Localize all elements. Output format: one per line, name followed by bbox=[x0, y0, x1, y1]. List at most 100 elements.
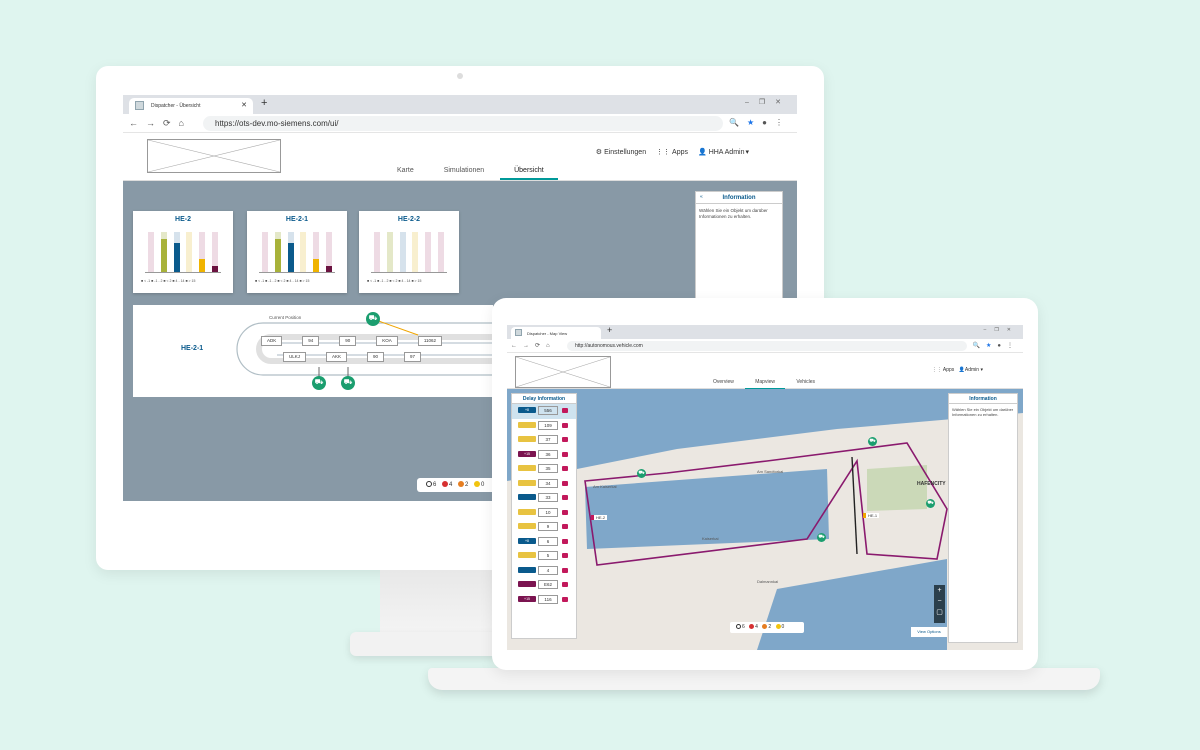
information-title: Information bbox=[949, 394, 1017, 404]
stops-top: ADK 94 90 KOA 11062 bbox=[261, 336, 493, 346]
bar-fill bbox=[274, 239, 281, 272]
apps-link[interactable]: Apps bbox=[942, 367, 955, 373]
nav-buttons[interactable]: ←→⟳⌂ bbox=[129, 118, 192, 128]
bus-icon[interactable]: ⛟ bbox=[868, 437, 877, 446]
delay-value: 116 bbox=[538, 594, 558, 604]
delay-row[interactable]: 109 bbox=[512, 419, 576, 434]
vehicle-icon[interactable]: ⛟ bbox=[341, 376, 355, 390]
user-icon: 👤 bbox=[958, 367, 965, 373]
bus-icon[interactable]: ⛟ bbox=[926, 499, 935, 508]
stop-box[interactable]: 94 bbox=[302, 336, 320, 346]
favicon-icon bbox=[515, 329, 522, 336]
tab-mapview[interactable]: Mapview bbox=[745, 378, 785, 389]
gear-icon[interactable]: ⚙ bbox=[595, 149, 603, 156]
vehicle-icon[interactable]: ⛟ bbox=[312, 376, 326, 390]
status-count: 4 bbox=[755, 624, 758, 630]
delay-row[interactable]: +8 6 bbox=[512, 535, 576, 550]
stop-box[interactable]: 11062 bbox=[417, 336, 442, 346]
stop-box[interactable]: ADK bbox=[261, 336, 283, 346]
line-card-he-2-2[interactable]: HE-2-2 ■ < -1 ■ -1 - 2 ■ < 2 ■ 4 - 14 ■ … bbox=[359, 211, 459, 293]
view-options-button[interactable]: View Options bbox=[911, 627, 947, 637]
delay-marker-icon bbox=[562, 495, 568, 500]
zoom-in-icon[interactable]: + bbox=[937, 587, 942, 594]
browser-tab[interactable]: Dispatcher - Übersicht ✕ bbox=[129, 98, 253, 114]
bus-icon[interactable]: ⛟ bbox=[637, 469, 646, 478]
stop-box[interactable]: 97 bbox=[404, 352, 422, 362]
tab-uebersicht[interactable]: Übersicht bbox=[500, 165, 558, 180]
tab-overview[interactable]: Overview bbox=[713, 379, 734, 385]
browser-tab[interactable]: Dispatcher - Map View bbox=[511, 327, 601, 339]
delay-row[interactable]: 5 bbox=[512, 549, 576, 564]
status-yellow-icon bbox=[775, 624, 781, 629]
window-controls[interactable]: –❐✕ bbox=[744, 99, 791, 106]
stop-box[interactable]: 90 bbox=[367, 352, 385, 362]
status-count: 6 bbox=[742, 624, 745, 630]
map-canvas[interactable] bbox=[507, 389, 1023, 650]
line-card-he-2[interactable]: HE-2 ■ < -1 ■ -1 - 2 ■ < 2 ■ 4 - 14 ■ > … bbox=[133, 211, 233, 293]
delay-row[interactable]: 34 bbox=[512, 477, 576, 492]
window-controls[interactable]: –❐✕ bbox=[983, 327, 1019, 333]
tab-karte[interactable]: Karte bbox=[397, 167, 414, 174]
delay-marker-icon bbox=[562, 524, 568, 529]
tab-vehicles[interactable]: Vehicles bbox=[796, 379, 815, 385]
line-marker-he-1[interactable]: HE-1 bbox=[863, 513, 880, 518]
apps-grid-icon[interactable]: ⋮⋮ bbox=[931, 367, 942, 373]
delay-tag bbox=[518, 581, 536, 587]
delay-row[interactable]: 9 bbox=[512, 520, 576, 535]
delay-tag: +15 bbox=[518, 450, 536, 457]
stop-box[interactable]: ULKJ bbox=[283, 352, 307, 362]
delay-value: E62 bbox=[538, 580, 558, 589]
delay-tag bbox=[518, 566, 536, 573]
address-icons[interactable]: 🔍★●⋮ bbox=[729, 118, 791, 127]
bar-fill bbox=[198, 259, 205, 272]
stop-box[interactable]: KOA bbox=[376, 336, 398, 346]
delay-row[interactable]: +15 36 bbox=[512, 448, 576, 463]
delay-row[interactable]: E62 bbox=[512, 578, 576, 593]
zoom-out-icon[interactable]: − bbox=[937, 598, 942, 605]
map-view[interactable]: Am Sandtorkai Am Kaiserkai Kaiserkai Dal… bbox=[507, 389, 1023, 650]
tab-simulationen[interactable]: Simulationen bbox=[443, 167, 485, 174]
tab-title: Dispatcher - Übersicht bbox=[151, 103, 201, 109]
delay-row[interactable]: +8 556 bbox=[512, 404, 576, 419]
url-field[interactable]: http://autonomous.vehicle.com bbox=[567, 341, 967, 351]
delay-marker-icon bbox=[562, 437, 568, 442]
delay-row[interactable]: 33 bbox=[512, 491, 576, 506]
information-title: Information bbox=[722, 195, 756, 201]
status-neutral-icon bbox=[736, 624, 741, 629]
user-menu[interactable]: HHA Admin bbox=[708, 149, 745, 156]
street-label: Kaiserkai bbox=[702, 536, 719, 541]
stop-box[interactable]: AKK bbox=[326, 352, 348, 362]
bar-fill bbox=[325, 265, 332, 272]
address-icons[interactable]: 🔍★●⋮ bbox=[972, 343, 1019, 349]
status-orange-icon bbox=[762, 624, 768, 629]
user-menu[interactable]: Admin bbox=[964, 367, 980, 373]
apps-link[interactable]: Apps bbox=[672, 149, 689, 156]
collapse-icon[interactable]: « bbox=[700, 194, 703, 200]
url-field[interactable]: https://ots-dev.mo-siemens.com/ui/ bbox=[203, 116, 723, 131]
settings-link[interactable]: Einstellungen bbox=[604, 149, 647, 156]
delay-row[interactable]: 35 bbox=[512, 462, 576, 477]
delay-value: 9 bbox=[538, 522, 558, 531]
new-tab-icon[interactable]: + bbox=[261, 97, 268, 109]
chevron-down-icon[interactable]: ▾ bbox=[745, 149, 749, 156]
vehicle-current-icon[interactable]: ⛟ bbox=[366, 312, 380, 326]
delay-value: 33 bbox=[538, 493, 558, 502]
delay-row[interactable]: 4 bbox=[512, 564, 576, 579]
stop-box[interactable]: 90 bbox=[339, 336, 357, 346]
chevron-down-icon[interactable]: ▾ bbox=[980, 367, 983, 373]
star-icon[interactable]: ★ bbox=[746, 118, 763, 127]
street-label: Dalmannkai bbox=[757, 579, 779, 584]
zoom-controls[interactable]: + − ▢ bbox=[934, 585, 945, 623]
nav-buttons[interactable]: ←→⟳⌂ bbox=[511, 343, 556, 349]
apps-grid-icon[interactable]: ⋮⋮ bbox=[656, 149, 671, 156]
line-marker-he-2[interactable]: HE-2 bbox=[591, 515, 608, 520]
delay-row[interactable]: +15 116 bbox=[512, 593, 576, 608]
line-card-he-2-1[interactable]: HE-2-1 ■ < -1 ■ -1 - 2 ■ < 2 ■ 4 - 14 ■ … bbox=[247, 211, 347, 293]
vehicle-status-bar[interactable]: 6 4 2 0 bbox=[730, 622, 804, 633]
lock-icon[interactable]: ▢ bbox=[936, 609, 943, 616]
bus-icon[interactable]: ⛟ bbox=[817, 533, 826, 542]
delay-row[interactable]: 37 bbox=[512, 433, 576, 448]
new-tab-icon[interactable]: + bbox=[607, 325, 613, 335]
delay-row[interactable]: 10 bbox=[512, 506, 576, 521]
close-tab-icon[interactable]: ✕ bbox=[241, 102, 247, 109]
